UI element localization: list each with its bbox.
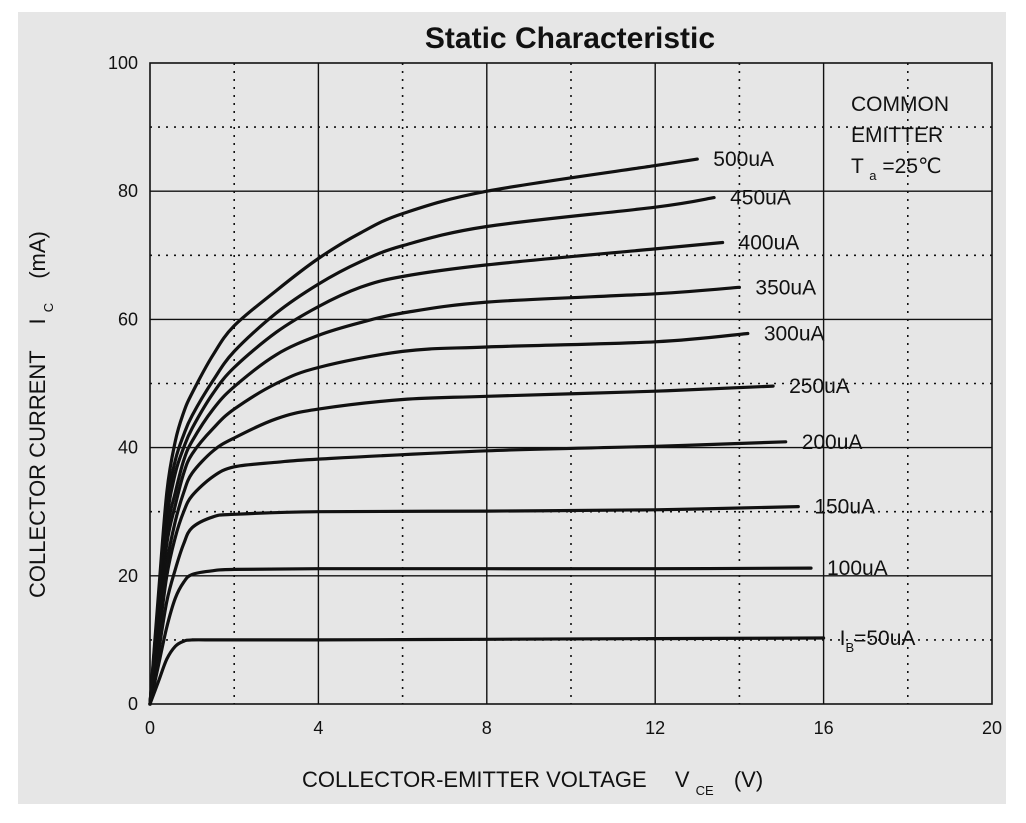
series-label-450ua: 450uA (730, 187, 791, 210)
y-axis-symbol: I (25, 318, 50, 324)
x-tick-label-4: 4 (313, 718, 323, 738)
series-label-500ua: 500uA (713, 148, 774, 171)
series-line-400ua (148, 240, 725, 706)
series-layer: IB=50uA 100uA 150uA 200uA 250uA 300uA 350uA 400… (148, 148, 916, 706)
y-axis-label: COLLECTOR CURRENT I C (mA) (25, 231, 58, 598)
x-axis-subscript: CE (696, 783, 714, 798)
annotation-common-emitter: COMMON EMITTER T a =25℃ (851, 93, 949, 185)
y-tick-label-60: 60 (118, 309, 138, 329)
series-label-ib-50ua: IB=50uA (840, 627, 916, 655)
y-tick-label-100: 100 (108, 53, 138, 73)
annotation-temperature: T a =25℃ (851, 155, 942, 185)
y-tick-label-40: 40 (118, 438, 138, 458)
x-tick-label-8: 8 (482, 718, 492, 738)
x-axis-unit: (V) (734, 767, 763, 792)
annotation-temp-subscript: a (869, 168, 877, 183)
x-tick-label-12: 12 (645, 718, 665, 738)
x-tick-label-20: 20 (982, 718, 1002, 738)
series-label-100ua: 100uA (827, 557, 888, 580)
x-axis-label-text: COLLECTOR-EMITTER VOLTAGE (302, 767, 647, 792)
y-tick-label-80: 80 (118, 181, 138, 201)
y-axis-unit: (mA) (25, 231, 50, 279)
annotation-temp-symbol: T (851, 155, 864, 178)
y-axis-label-text: COLLECTOR CURRENT (25, 351, 50, 598)
series-label-150ua: 150uA (814, 496, 875, 519)
plot-frame (149, 62, 993, 705)
annotation-line-2: EMITTER (851, 124, 943, 147)
chart-background (18, 12, 1006, 804)
series-label-200ua: 200uA (802, 431, 863, 454)
series-label-350ua: 350uA (755, 276, 816, 299)
series-label-300ua: 300uA (764, 323, 825, 346)
series-line-150ua (148, 505, 800, 706)
series-line-100ua (148, 566, 813, 706)
x-axis-symbol: V (675, 767, 690, 792)
series-line-ib-50ua (148, 636, 826, 706)
y-tick-label-20: 20 (118, 566, 138, 586)
x-axis-label: COLLECTOR-EMITTER VOLTAGE V CE (V) (302, 767, 763, 800)
series-label-250ua: 250uA (789, 375, 850, 398)
tick-label-layer: 0 4 8 12 16 20 0 20 40 60 80 100 (108, 53, 1002, 738)
series-line-200ua (148, 440, 788, 706)
y-axis-subscript: C (41, 303, 56, 312)
chart-title: Static Characteristic (425, 22, 715, 55)
y-tick-label-0: 0 (128, 694, 138, 714)
series-line-500ua (148, 157, 699, 706)
x-tick-label-16: 16 (814, 718, 834, 738)
x-tick-label-0: 0 (145, 718, 155, 738)
series-label-400ua: 400uA (739, 231, 800, 254)
series-line-300ua (148, 331, 750, 706)
series-line-450ua (148, 196, 716, 706)
annotation-temp-value: =25℃ (882, 155, 941, 178)
annotation-line-1: COMMON (851, 93, 949, 116)
series-line-250ua (148, 384, 775, 706)
